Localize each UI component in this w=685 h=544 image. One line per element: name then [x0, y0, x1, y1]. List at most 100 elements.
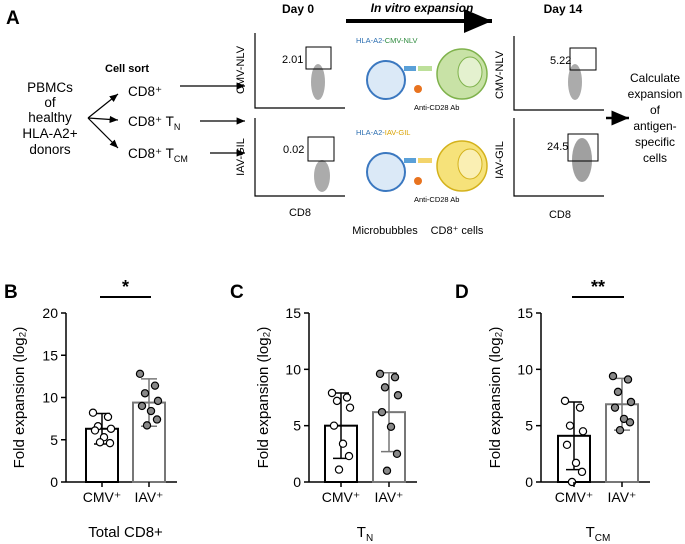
- x-axis-label-text: Total CD8+: [88, 524, 163, 541]
- x-axis-label-text: T: [586, 524, 595, 541]
- donor-line: of: [44, 95, 56, 110]
- nucleus: [457, 148, 483, 180]
- y-tick-label: 15: [285, 305, 301, 321]
- tcr: [418, 66, 432, 71]
- y-tick-label: 0: [50, 474, 58, 490]
- population: CD8⁺ TN: [128, 114, 180, 132]
- data-point: [344, 451, 354, 461]
- population-sub: CM: [174, 154, 188, 164]
- x-tick-label: CMV⁺: [555, 489, 594, 505]
- y-tick-label: 0: [525, 474, 533, 490]
- data-point: [571, 458, 581, 468]
- data-point: [382, 466, 392, 475]
- axis-label: CMV-NLV: [235, 45, 247, 94]
- flow-plots-day0: 2.01 0.02 CMV-NLV IAV-GIL CD8: [235, 33, 345, 219]
- data-point: [137, 401, 147, 411]
- gate-value: 0.02: [283, 144, 304, 156]
- data-point: [152, 415, 162, 424]
- data-point: [386, 422, 396, 431]
- y-tick-label: 10: [42, 390, 58, 406]
- data-point: [140, 389, 150, 398]
- day-label: Day 14: [544, 2, 583, 16]
- arrow: [87, 93, 119, 119]
- x-tick-label: IAV⁺: [375, 489, 404, 505]
- data-point: [610, 403, 620, 412]
- significance: **: [591, 277, 605, 297]
- tcr: [418, 158, 432, 163]
- y-tick-label: 15: [517, 305, 533, 321]
- data-point: [626, 397, 636, 407]
- data-point: [88, 408, 98, 417]
- x-tick-label: IAV⁺: [608, 489, 637, 505]
- data-point: [623, 375, 633, 384]
- arrow: [87, 117, 119, 149]
- reagent-peptide: CMV-NLV: [385, 36, 418, 45]
- population: CD8⁺ TCM: [128, 146, 188, 164]
- arrow: [87, 115, 119, 124]
- plot-axes: [254, 118, 345, 197]
- reagents: HLA-A2-CMV-NLV Anti-CD28 Ab HLA-A2-IAV-G…: [352, 36, 488, 237]
- data-point: [327, 388, 337, 398]
- data-point: [562, 440, 572, 450]
- x-tick-label: CMV⁺: [83, 489, 122, 505]
- cells-label: CD8⁺ cells: [431, 225, 484, 237]
- y-tick-label: 20: [42, 305, 58, 321]
- cell-cloud: [572, 138, 592, 182]
- axis-label: CD8: [549, 209, 571, 221]
- microbubbles-label: Microbubbles: [352, 225, 418, 237]
- data-point: [577, 467, 587, 477]
- donors: PBMCs of healthy HLA-A2+ donors: [22, 80, 77, 157]
- population: CD8⁺: [128, 84, 162, 99]
- day-label: Day 0: [282, 2, 314, 16]
- result: Calculate expansion of antigen- specific…: [628, 71, 683, 165]
- data-point: [342, 393, 352, 402]
- data-point: [390, 373, 400, 382]
- data-point: [608, 371, 618, 381]
- data-point: [332, 396, 342, 406]
- data-point: [613, 387, 623, 397]
- significance: *: [122, 277, 129, 297]
- panel-label: C: [230, 282, 244, 303]
- y-tick-label: 5: [525, 418, 533, 434]
- y-axis-label: Fold expansion (log₂): [255, 327, 272, 469]
- y-tick-label: 15: [42, 347, 58, 363]
- data-point: [146, 406, 156, 416]
- reagent-prefix: HLA-A2-: [356, 128, 385, 137]
- y-tick-label: 0: [293, 474, 301, 490]
- axis-label: IAV-GIL: [494, 141, 506, 179]
- reagent-prefix: HLA-A2-: [356, 36, 385, 45]
- y-axis-label: Fold expansion (log₂): [487, 327, 504, 469]
- microbubble: [366, 60, 406, 100]
- plot-axes: [254, 33, 345, 109]
- data-point: [329, 421, 339, 430]
- data-point: [103, 412, 113, 422]
- panel-a: A PBMCs of healthy HLA-A2+ donors Cell s…: [6, 1, 682, 237]
- data-point: [615, 425, 625, 435]
- gate-value: 24.5: [547, 141, 568, 153]
- gate: [569, 47, 597, 71]
- data-point: [334, 465, 344, 474]
- microbubble: [366, 152, 406, 192]
- data-point: [578, 427, 588, 436]
- flow-plots-day14: 5.22 24.5 CMV-NLV IAV-GIL CD8: [494, 36, 604, 221]
- antibody: [414, 177, 422, 185]
- result-line: Calculate: [630, 71, 680, 85]
- donor-line: donors: [29, 142, 71, 157]
- data-point: [377, 407, 387, 417]
- data-point: [345, 403, 355, 412]
- antibody-label: Anti-CD28 Ab: [414, 103, 459, 112]
- population-text: CD8⁺: [128, 84, 162, 99]
- data-point: [380, 383, 390, 392]
- x-axis-label-text: T: [357, 524, 366, 541]
- x-axis-label-sub: N: [366, 533, 373, 544]
- y-tick-label: 5: [50, 432, 58, 448]
- cell-sort: Cell sort: [105, 63, 149, 75]
- cell-cloud: [311, 64, 325, 100]
- x-axis-label: TN: [357, 524, 373, 544]
- data-point: [560, 396, 570, 406]
- expansion-label: In vitro expansion: [371, 1, 474, 15]
- population-text: CD8⁺ T: [128, 146, 174, 161]
- x-axis-label-sub: CM: [595, 533, 611, 544]
- data-point: [106, 424, 116, 433]
- donor-line: healthy: [28, 110, 72, 125]
